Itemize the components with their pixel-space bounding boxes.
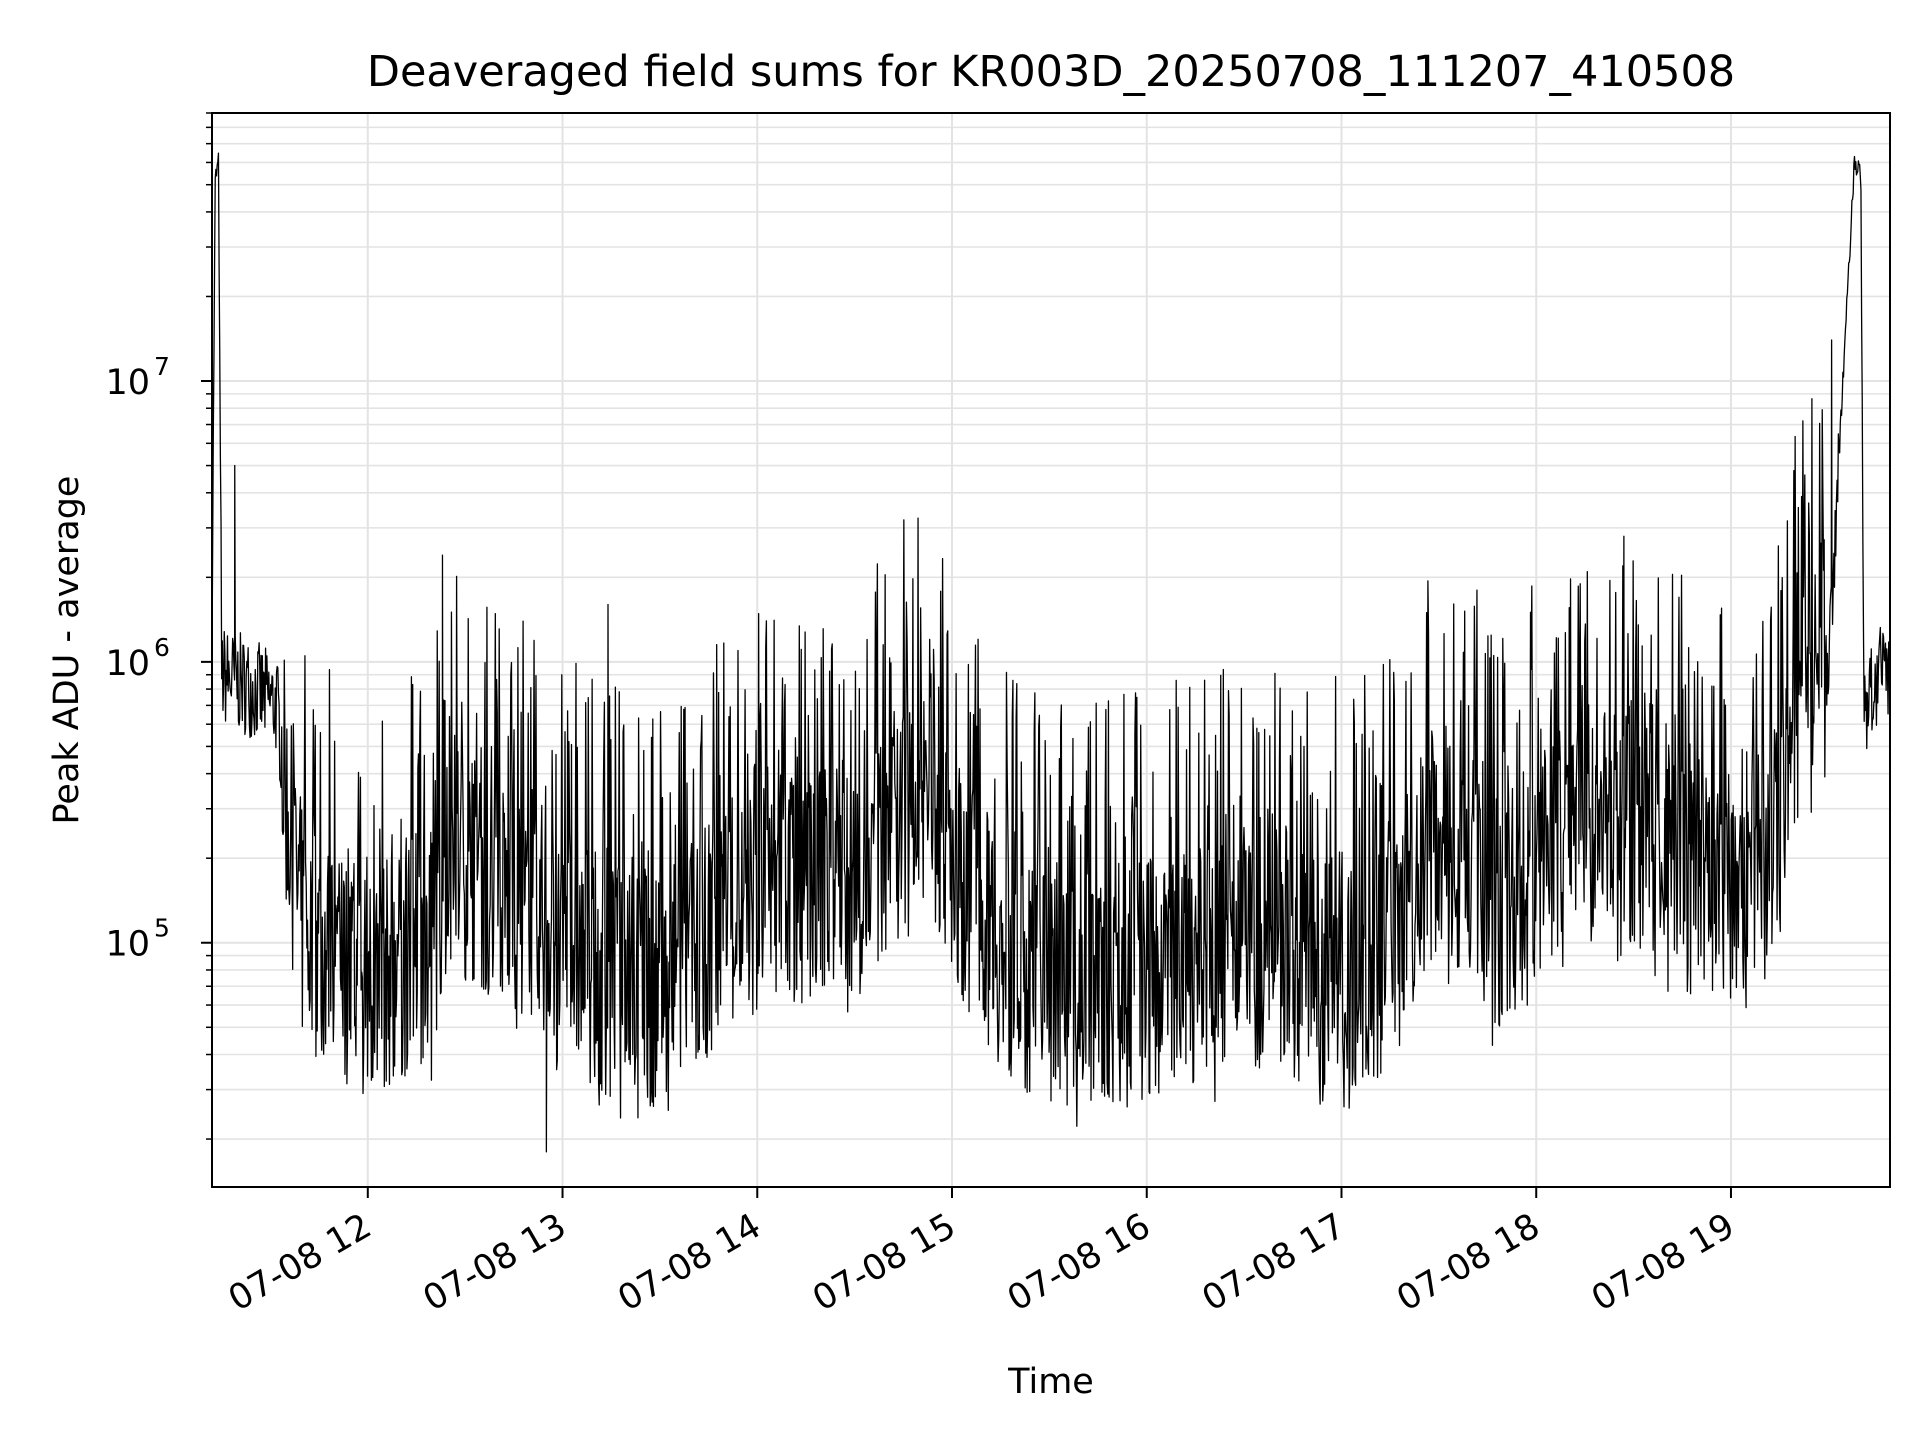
series-line-path <box>211 152 1891 1153</box>
y-tick-exponent: 7 <box>154 352 170 381</box>
x-tick-label: 07-08 18 <box>1390 1206 1546 1319</box>
x-tick-label: 07-08 12 <box>222 1206 378 1319</box>
y-tick-label: 10 <box>105 644 150 684</box>
series-line <box>211 152 1891 1153</box>
y-tick-label: 10 <box>105 363 150 403</box>
x-tick-label: 07-08 14 <box>611 1206 767 1319</box>
x-tick-label: 07-08 17 <box>1196 1206 1352 1319</box>
y-tick-base: 10 <box>105 925 150 965</box>
y-tick-exponent: 6 <box>154 633 170 662</box>
x-axis: 07-08 12 07-08 13 07-08 14 07-08 15 07-08 16… <box>222 1187 1741 1319</box>
y-tick-exponent: 5 <box>154 914 170 943</box>
y-axis-label: Peak ADU - average <box>47 476 87 825</box>
x-tick-label: 07-08 16 <box>1001 1206 1157 1319</box>
y-tick-base: 10 <box>105 644 150 684</box>
x-axis-label: Time <box>1007 1362 1094 1402</box>
y-tick-label: 10 <box>105 925 150 965</box>
x-tick-label: 07-08 13 <box>417 1206 573 1319</box>
chart-title: Deaveraged field sums for KR003D_2025070… <box>367 47 1735 97</box>
x-tick-label: 07-08 19 <box>1585 1206 1741 1319</box>
y-tick-base: 10 <box>105 363 150 403</box>
x-tick-label: 07-08 15 <box>806 1206 962 1319</box>
plot-frame <box>211 112 1891 1188</box>
